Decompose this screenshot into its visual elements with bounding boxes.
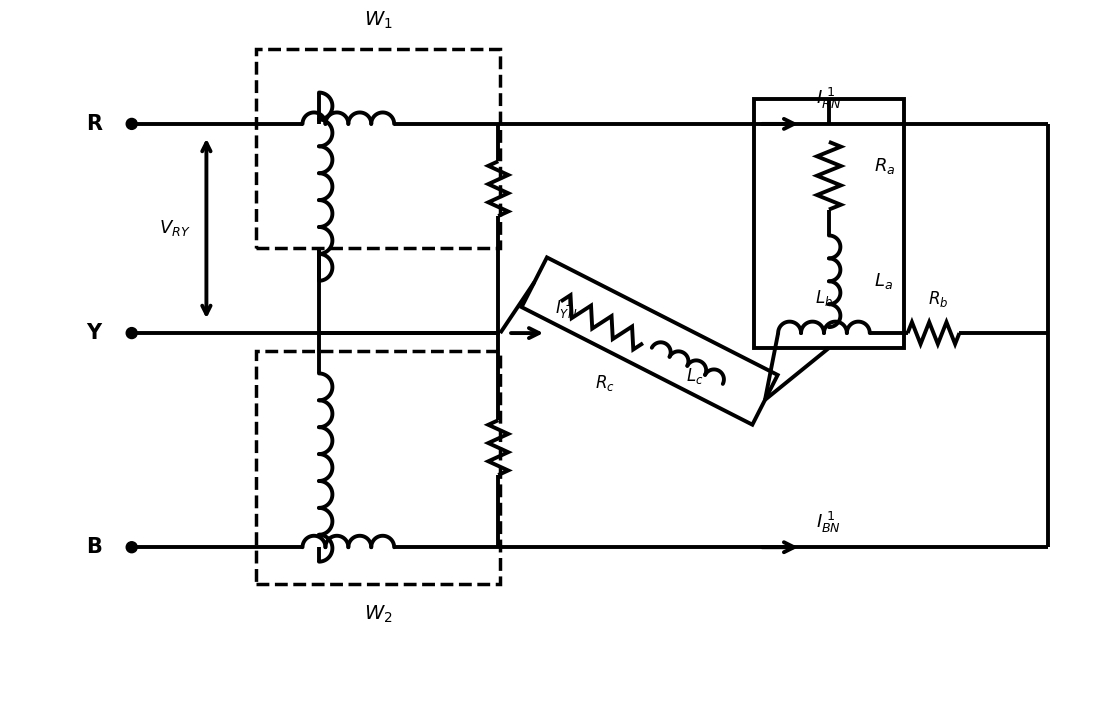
Circle shape: [127, 328, 137, 339]
Text: $I_{BN}^{\ 1}$: $I_{BN}^{\ 1}$: [816, 510, 841, 535]
Text: $W_2$: $W_2$: [364, 604, 392, 625]
Text: $L_a$: $L_a$: [874, 271, 893, 291]
Bar: [256, 49, 501, 248]
Text: R: R: [86, 114, 102, 134]
Text: $R_c$: $R_c$: [595, 373, 615, 393]
Text: Y: Y: [86, 323, 102, 343]
Text: $R_a$: $R_a$: [874, 156, 895, 176]
Text: $R_b$: $R_b$: [928, 289, 949, 309]
Circle shape: [127, 118, 137, 129]
Bar: [754, 99, 904, 348]
Text: $I_{YN}^{\ 1}$: $I_{YN}^{\ 1}$: [556, 296, 578, 321]
Circle shape: [127, 542, 137, 553]
Text: $I_{RN}^{\ 1}$: $I_{RN}^{\ 1}$: [816, 86, 841, 111]
Text: $L_c$: $L_c$: [685, 366, 703, 386]
Text: $L_b$: $L_b$: [815, 288, 833, 308]
Bar: [256, 351, 501, 584]
Text: $W_1$: $W_1$: [364, 10, 392, 31]
Text: $V_{RY}$: $V_{RY}$: [159, 219, 190, 238]
Text: B: B: [86, 537, 102, 557]
